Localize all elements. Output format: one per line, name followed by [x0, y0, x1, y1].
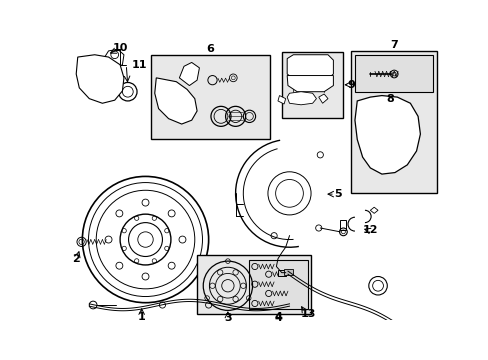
Text: 13: 13	[301, 309, 316, 319]
Bar	[249, 260, 307, 309]
Bar	[354, 55, 432, 92]
Bar	[340, 220, 346, 230]
Polygon shape	[104, 49, 123, 68]
Text: 1: 1	[138, 311, 145, 321]
Text: 10: 10	[112, 43, 127, 53]
Bar	[197, 255, 310, 314]
Text: 4: 4	[274, 313, 282, 323]
Text: 8: 8	[386, 94, 393, 104]
Bar	[277, 270, 285, 276]
Text: 12: 12	[362, 225, 377, 235]
Text: 3: 3	[224, 313, 231, 323]
Polygon shape	[286, 76, 333, 92]
Polygon shape	[277, 95, 285, 104]
Text: 4: 4	[274, 311, 282, 321]
Polygon shape	[354, 95, 420, 174]
Polygon shape	[397, 69, 407, 80]
Polygon shape	[318, 94, 327, 103]
Bar	[284, 269, 293, 275]
Text: 5: 5	[333, 189, 341, 199]
Polygon shape	[76, 55, 123, 103]
Polygon shape	[358, 68, 369, 80]
Polygon shape	[179, 62, 199, 86]
Polygon shape	[286, 92, 316, 105]
Polygon shape	[377, 149, 400, 166]
Text: 9: 9	[346, 80, 354, 90]
Polygon shape	[369, 207, 377, 213]
Text: 7: 7	[389, 40, 397, 50]
Polygon shape	[154, 78, 197, 124]
Bar	[281, 53, 343, 118]
Bar	[151, 55, 270, 139]
Bar	[350, 51, 436, 193]
Text: 2: 2	[72, 254, 80, 264]
Text: 11: 11	[131, 60, 147, 70]
Text: 6: 6	[206, 44, 214, 54]
Polygon shape	[286, 55, 333, 78]
